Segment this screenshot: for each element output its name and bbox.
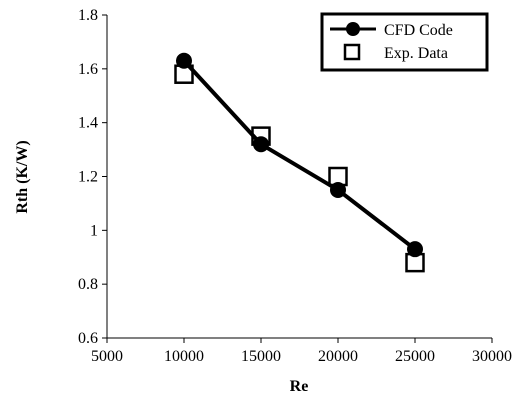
- y-tick-label: 1.6: [78, 61, 98, 78]
- cfd-code-line: [182, 59, 417, 251]
- cfd-code-point: [407, 241, 423, 258]
- x-axis-title: Re: [290, 378, 309, 395]
- legend-cfd-label: CFD Code: [384, 22, 453, 39]
- y-tick-label: 1.8: [78, 7, 98, 24]
- y-tick-label: 1.4: [78, 115, 98, 132]
- axes: 5000 10000 15000 20000 25000 30000 0.6 0.8 1 1.2…: [78, 7, 512, 365]
- x-tick-label: 10000: [164, 348, 204, 365]
- y-tick-label: 1.2: [78, 169, 98, 186]
- x-tick-label: 25000: [395, 348, 435, 365]
- legend-exp-label: Exp. Data: [384, 45, 448, 62]
- x-ticks: 5000 10000 15000 20000 25000 30000: [91, 338, 512, 365]
- legend: CFD Code Exp. Data: [320, 12, 489, 72]
- cfd-code-point: [330, 181, 346, 198]
- series-layer: [174, 52, 425, 273]
- y-tick-label: 0.6: [78, 330, 98, 347]
- x-tick-label: 5000: [91, 348, 123, 365]
- cfd-code-point: [176, 52, 192, 69]
- y-ticks: 0.6 0.8 1 1.2 1.4 1.6 1.8: [78, 7, 107, 347]
- y-axis-title: Rth (K/W): [14, 140, 31, 213]
- x-tick-label: 30000: [472, 348, 512, 365]
- legend-exp-marker: [343, 43, 361, 61]
- y-tick-label: 0.8: [78, 276, 98, 293]
- x-tick-label: 20000: [318, 348, 358, 365]
- x-tick-label: 15000: [241, 348, 281, 365]
- y-tick-label: 1: [90, 222, 98, 239]
- legend-cfd-marker: [346, 22, 360, 36]
- cfd-code-point: [253, 136, 269, 153]
